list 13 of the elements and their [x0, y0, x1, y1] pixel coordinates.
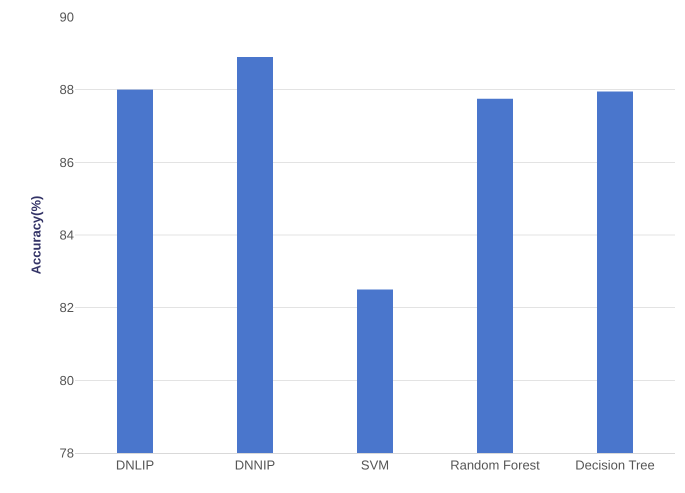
x-tick-label: Decision Tree [575, 458, 655, 473]
y-tick-label: 90 [60, 10, 74, 25]
y-tick-label: 80 [60, 372, 74, 388]
x-tick-label: Random Forest [450, 458, 540, 473]
x-tick-label: DNNIP [234, 458, 276, 473]
y-tick-label: 78 [60, 446, 74, 461]
y-tick-label: 84 [60, 228, 74, 243]
y-tick-label: 86 [60, 154, 74, 170]
x-tick-label: DNLIP [116, 458, 154, 473]
x-tick-label: SVM [360, 458, 390, 473]
y-tick-label: 82 [60, 300, 74, 316]
y-axis-title: Accuracy(%) [28, 196, 44, 274]
y-tick-label: 88 [60, 82, 74, 98]
